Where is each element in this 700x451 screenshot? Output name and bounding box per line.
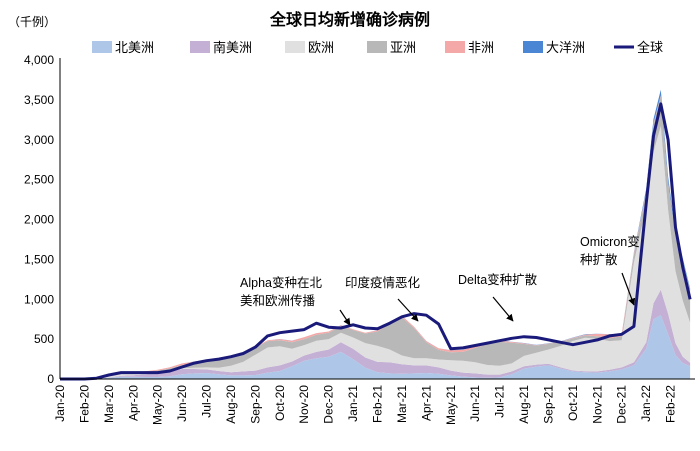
x-tick-label: Feb-21 xyxy=(371,385,385,423)
legend-swatch xyxy=(445,41,465,53)
annotation-arrow xyxy=(397,298,419,322)
x-axis: Jan-20 Feb-20 Mar-20 Apr-20 May-20 Jun-20 Jul-… xyxy=(53,385,678,425)
y-axis: 0 500 1,000 1,500 2,000 2,500 3,000 3,500 4,000 xyxy=(24,53,54,386)
annotation-text: 美和欧洲传播 xyxy=(240,293,316,308)
x-tick-label: Jun-21 xyxy=(468,385,482,422)
legend-swatch xyxy=(190,41,210,53)
x-tick-label: May-21 xyxy=(444,385,458,425)
annotation-text: Delta变种扩散 xyxy=(458,272,538,287)
x-tick-label: Oct-20 xyxy=(273,385,287,421)
legend-label: 非洲 xyxy=(468,40,494,55)
x-tick-label: Jan-20 xyxy=(53,385,67,422)
legend-label: 欧洲 xyxy=(308,40,334,55)
y-tick-label: 3,500 xyxy=(24,93,54,107)
legend-swatch xyxy=(285,41,305,53)
chart-title: 全球日均新增确诊病例 xyxy=(269,10,430,29)
annotation-text: Omicron变 xyxy=(580,234,640,249)
x-tick-label: Aug-20 xyxy=(224,385,238,424)
y-tick-label: 3,000 xyxy=(24,133,54,147)
x-tick-label: Dec-21 xyxy=(615,385,629,424)
plot-area xyxy=(59,58,695,381)
area-北美洲 xyxy=(60,315,691,379)
annotation-arrow xyxy=(339,309,351,326)
y-tick-label: 1,000 xyxy=(24,292,54,306)
x-tick-label: Mar-20 xyxy=(102,385,116,423)
x-tick-label: Dec-20 xyxy=(322,385,336,424)
x-tick-label: Nov-20 xyxy=(297,385,311,424)
annotation-arrow xyxy=(621,272,636,306)
x-tick-label: Jul-20 xyxy=(200,385,214,418)
x-tick-label: Sep-21 xyxy=(541,385,555,424)
y-tick-label: 1,500 xyxy=(24,252,54,266)
x-tick-label: Jan-22 xyxy=(639,385,653,422)
x-tick-label: Jul-21 xyxy=(493,385,507,418)
x-tick-label: Sep-20 xyxy=(248,385,262,424)
annotation-text: Alpha变种在北 xyxy=(240,275,322,290)
y-tick-label: 2,500 xyxy=(24,173,54,187)
y-tick-label: 0 xyxy=(47,372,54,386)
x-tick-label: Apr-20 xyxy=(126,385,140,421)
x-tick-label: Apr-21 xyxy=(419,385,433,421)
y-axis-unit: （千例） xyxy=(8,15,56,29)
x-tick-label: Oct-21 xyxy=(566,385,580,421)
x-tick-label: May-20 xyxy=(151,385,165,425)
area-欧洲 xyxy=(60,126,691,379)
x-tick-label: Jan-21 xyxy=(346,385,360,422)
line-global xyxy=(60,102,692,381)
x-tick-label: Jun-20 xyxy=(175,385,189,422)
x-tick-label: Mar-21 xyxy=(395,385,409,423)
annotation-text: 印度疫情恶化 xyxy=(345,275,421,290)
legend-swatch xyxy=(367,41,387,53)
x-tick-label: Feb-22 xyxy=(664,385,678,423)
area-南美洲 xyxy=(60,289,691,379)
legend-label: 北美洲 xyxy=(115,40,154,55)
legend-label: 大洋洲 xyxy=(546,40,585,55)
x-tick-label: Aug-21 xyxy=(517,385,531,424)
legend-label: 南美洲 xyxy=(213,40,252,55)
legend-label: 全球 xyxy=(637,40,663,55)
legend-swatch xyxy=(92,41,112,53)
y-tick-label: 4,000 xyxy=(24,53,54,67)
legend-label: 亚洲 xyxy=(390,40,416,55)
annotation-text: 种扩散 xyxy=(580,252,618,267)
x-tick-label: Feb-20 xyxy=(77,385,91,423)
x-tick-label: Nov-21 xyxy=(590,385,604,424)
y-tick-label: 500 xyxy=(34,332,54,346)
y-tick-label: 2,000 xyxy=(24,213,54,227)
legend: 北美洲 南美洲 欧洲 亚洲 非洲 大洋洲 全球 xyxy=(92,40,663,55)
annotation-arrow xyxy=(492,296,514,322)
legend-swatch xyxy=(523,41,543,53)
